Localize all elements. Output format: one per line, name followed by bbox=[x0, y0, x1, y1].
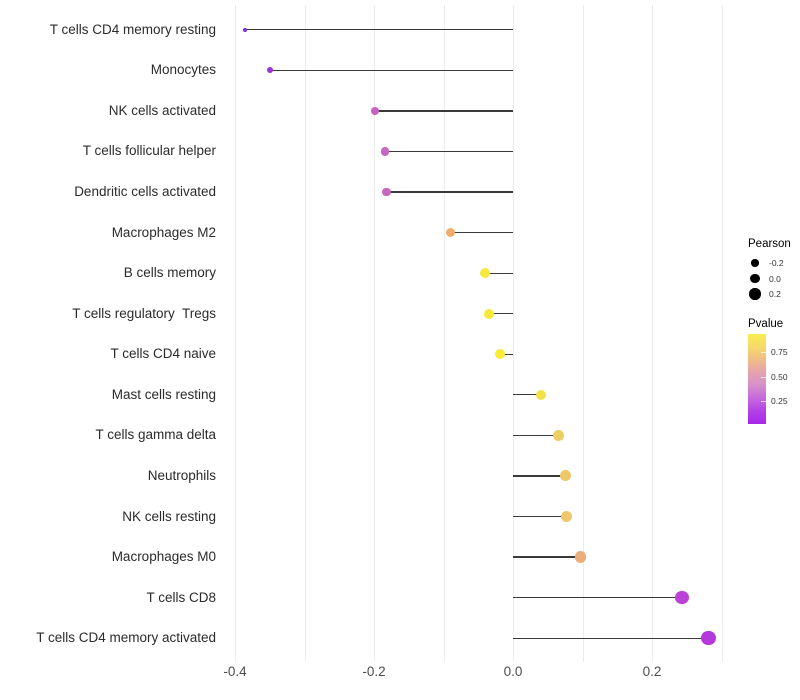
lollipop-stem bbox=[513, 475, 566, 477]
category-label: Neutrophils bbox=[147, 467, 216, 483]
pvalue-legend-label: 0.75 bbox=[771, 346, 788, 357]
lollipop-stem bbox=[513, 637, 709, 639]
lollipop-stem bbox=[385, 150, 513, 153]
lollipop-stem bbox=[513, 596, 682, 599]
category-label: T cells gamma delta bbox=[95, 427, 216, 443]
category-label: Dendritic cells activated bbox=[74, 184, 216, 200]
pearson-legend-label: 0.2 bbox=[769, 289, 781, 299]
gridline-x-0 bbox=[513, 5, 514, 662]
lollipop-stem bbox=[375, 110, 513, 112]
category-label: Macrophages M2 bbox=[111, 224, 216, 240]
category-label: Macrophages M0 bbox=[111, 549, 216, 565]
lollipop-stem bbox=[500, 353, 513, 355]
category-label: NK cells activated bbox=[108, 102, 216, 118]
pvalue-gradient-tickmark bbox=[761, 376, 766, 378]
pearson-legend-label: 0.0 bbox=[769, 273, 781, 284]
gridline-x--0.4 bbox=[235, 5, 236, 662]
category-label: T cells CD4 memory activated bbox=[36, 630, 216, 646]
lollipop-dot bbox=[495, 349, 506, 360]
lollipop-stem bbox=[513, 556, 581, 558]
pvalue-legend-label: 0.25 bbox=[771, 395, 788, 406]
lollipop-stem bbox=[513, 434, 559, 437]
pearson-legend-title: Pearson bbox=[748, 238, 791, 250]
pvalue-gradient-tickmark bbox=[761, 351, 766, 353]
pearson-legend-dot bbox=[750, 273, 760, 284]
pvalue-legend-title: Pvalue bbox=[748, 318, 784, 330]
lollipop-stem bbox=[489, 313, 513, 315]
pvalue-gradient-bar bbox=[748, 334, 766, 424]
x-tick-label: 0.2 bbox=[642, 664, 662, 679]
lollipop-dot bbox=[561, 511, 572, 523]
category-label: Monocytes bbox=[150, 62, 216, 78]
lollipop-dot bbox=[535, 389, 547, 401]
category-label: B cells memory bbox=[123, 265, 216, 281]
lollipop-dot bbox=[242, 27, 247, 32]
lollipop-stem bbox=[513, 394, 541, 396]
pvalue-legend-label: 0.50 bbox=[771, 371, 788, 382]
lollipop-stem bbox=[270, 69, 513, 71]
lollipop-dot bbox=[480, 268, 491, 279]
lollipop-dot bbox=[484, 308, 495, 319]
lollipop-dot bbox=[380, 147, 390, 156]
pearson-legend-dot bbox=[751, 259, 759, 267]
category-label: T cells CD4 naive bbox=[110, 346, 216, 362]
lollipop-stem bbox=[386, 191, 513, 193]
category-label: T cells CD8 bbox=[146, 589, 216, 605]
gridline-x--0.3 bbox=[304, 5, 306, 662]
category-label: Mast cells resting bbox=[111, 386, 216, 402]
lollipop-dot bbox=[701, 630, 716, 646]
lollipop-dot bbox=[574, 551, 587, 563]
lollipop-dot bbox=[552, 429, 564, 441]
gridline-x--0.2 bbox=[374, 5, 375, 662]
gridline-x-0.1 bbox=[582, 5, 584, 662]
gridline-x-0.2 bbox=[652, 5, 653, 662]
category-label: T cells follicular helper bbox=[82, 143, 216, 159]
lollipop-stem bbox=[244, 29, 513, 31]
pearson-legend-label: -0.2 bbox=[769, 258, 784, 268]
x-tick-label: -0.2 bbox=[362, 664, 386, 679]
x-tick-label: -0.4 bbox=[223, 664, 247, 679]
category-label: T cells regulatory Tregs bbox=[72, 305, 216, 321]
lollipop-dot bbox=[445, 227, 456, 238]
lollipop-dot bbox=[371, 106, 380, 115]
category-label: NK cells resting bbox=[122, 508, 216, 524]
gridline-x-0.3 bbox=[721, 5, 723, 662]
lollipop-stem bbox=[513, 515, 567, 518]
lollipop-stem bbox=[450, 231, 513, 234]
gridline-x--0.1 bbox=[443, 5, 445, 662]
x-tick-label: 0.0 bbox=[503, 664, 523, 679]
pvalue-gradient-tickmark bbox=[761, 400, 766, 402]
pearson-legend-dot bbox=[749, 288, 761, 300]
lollipop-dot bbox=[559, 470, 571, 482]
lollipop-dot bbox=[382, 187, 391, 197]
category-label: T cells CD4 memory resting bbox=[49, 21, 216, 37]
lollipop-stem bbox=[485, 272, 513, 274]
lollipop-dot bbox=[267, 67, 274, 74]
lollipop-dot bbox=[675, 590, 689, 605]
